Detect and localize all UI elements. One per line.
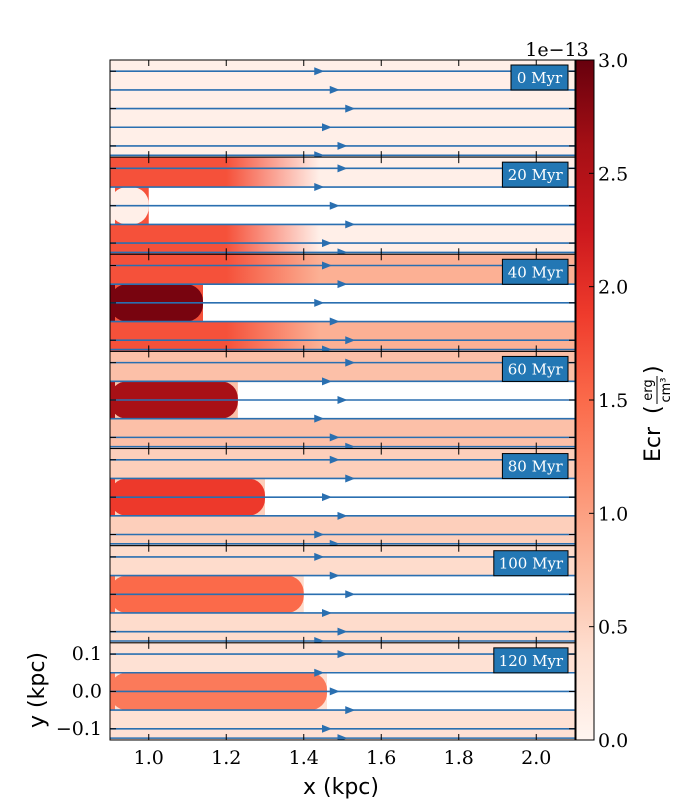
colorbar-tick-label: 0.0 <box>598 730 628 752</box>
streamline-arrow <box>322 377 332 386</box>
time-label-box <box>501 258 569 285</box>
y-tick-label: 0.1 <box>72 643 102 665</box>
panels-group: 0 Myr 20 Myr 40 Myr 60 Myr 80 Myr 100 Myr 120 … <box>109 59 576 741</box>
streamline-arrow <box>322 345 332 352</box>
streamline-arrow <box>345 474 356 483</box>
x-tick-label: 1.4 <box>289 747 319 769</box>
colorbar-tick-label: 2.0 <box>598 277 628 299</box>
time-label: 0 Myr <box>517 69 563 87</box>
streamline-arrow <box>345 442 356 449</box>
y-tick-label: −0.1 <box>56 718 102 740</box>
streamline-arrow <box>337 248 348 255</box>
streamline-arrow <box>329 317 340 326</box>
streamline-arrow <box>322 724 332 733</box>
colorbar-tick-label: 3.0 <box>598 50 628 72</box>
time-label-box <box>501 453 569 480</box>
svg-text:): ) <box>641 365 666 374</box>
streamline-arrow <box>329 539 340 546</box>
colorbar-tick-label: 0.5 <box>598 617 628 639</box>
streamline-arrow <box>314 530 325 539</box>
time-label: 20 Myr <box>508 166 564 184</box>
x-tick-label: 1.0 <box>134 747 164 769</box>
streamline-arrow <box>337 396 348 404</box>
x-tick-label: 1.8 <box>444 747 474 769</box>
streamline-arrow <box>337 650 348 659</box>
x-tick-label: 2.0 <box>521 747 551 769</box>
time-label-box <box>501 161 569 188</box>
time-label: 100 Myr <box>499 555 564 573</box>
time-label: 80 Myr <box>508 458 564 476</box>
time-label: 40 Myr <box>508 263 564 281</box>
streamline-arrow <box>329 687 340 696</box>
time-label-box <box>493 647 569 674</box>
streamline-arrow <box>314 636 325 643</box>
streamline-arrow <box>337 511 348 520</box>
streamline-arrow <box>314 668 325 677</box>
colorbar-tick-label: 2.5 <box>598 163 628 185</box>
svg-text:(: ( <box>641 405 666 414</box>
streamline-arrow <box>329 455 340 464</box>
colorbar-title: Ecr ( erg cm³) <box>641 365 674 462</box>
y-axis: 0.1 0.0 −0.1 <box>56 643 102 740</box>
streamline-arrow <box>345 358 356 367</box>
panel-1: 20 Myr <box>109 156 576 255</box>
streamline-arrow <box>314 67 325 76</box>
streamline-arrow <box>314 151 325 158</box>
panel-6: 120 Myr <box>109 642 576 741</box>
panel-0: 0 Myr <box>109 59 576 158</box>
time-label: 120 Myr <box>499 652 564 670</box>
colorbar-unit-denominator: cm³ <box>659 377 674 402</box>
streamline-arrow <box>314 183 325 192</box>
streamline-arrow <box>345 220 356 229</box>
streamline-arrow <box>329 571 340 580</box>
x-axis-title: x (kpc) <box>303 775 379 800</box>
colorbar-scale-label: 1e−13 <box>525 39 588 61</box>
streamline-arrow <box>322 239 332 248</box>
streamline-arrow <box>314 552 325 561</box>
streamline-arrow <box>314 298 325 307</box>
time-label: 60 Myr <box>508 360 564 378</box>
y-tick-label: 0.0 <box>72 680 102 702</box>
time-label-box <box>493 550 569 577</box>
streamline-arrow <box>337 141 348 150</box>
streamline-arrow <box>345 590 356 599</box>
streamline-arrow <box>329 85 340 94</box>
streamline-arrow <box>322 608 332 617</box>
colorbar-tick-label: 1.5 <box>598 390 628 412</box>
streamline-arrow <box>322 123 332 132</box>
streamline-arrow <box>345 104 356 113</box>
streamline-arrow <box>337 164 348 173</box>
x-axis: 1.0 1.2 1.4 1.6 1.8 2.0 <box>134 747 552 769</box>
x-tick-label: 1.6 <box>366 747 396 769</box>
streamline-arrow <box>345 336 356 345</box>
streamline-arrow <box>337 280 348 289</box>
y-axis-title: y (kpc) <box>25 652 50 728</box>
time-label-box <box>510 64 569 91</box>
streamline-arrow <box>322 493 332 502</box>
streamline-arrow <box>329 201 340 210</box>
panel-4: 80 Myr <box>109 448 576 547</box>
streamline-arrow <box>337 734 348 740</box>
streamline-arrow <box>322 261 332 270</box>
colorbar: 0.0 0.5 1.0 1.5 2.0 2.5 3.0 Ecr ( erg cm³) <box>575 50 674 752</box>
streamline-arrow <box>314 414 325 423</box>
panel-5: 100 Myr <box>109 545 576 644</box>
colorbar-label: Ecr <box>641 426 666 462</box>
colorbar-unit-numerator: erg <box>641 379 656 400</box>
streamline-arrow <box>337 627 348 636</box>
colorbar-tick-label: 1.0 <box>598 503 628 525</box>
panel-2: 40 Myr <box>109 253 576 352</box>
panel-3: 60 Myr <box>109 350 576 450</box>
time-label-box <box>501 355 569 382</box>
streamline-arrow <box>329 433 340 442</box>
x-tick-label: 1.2 <box>211 747 241 769</box>
streamline-arrow <box>345 706 356 715</box>
